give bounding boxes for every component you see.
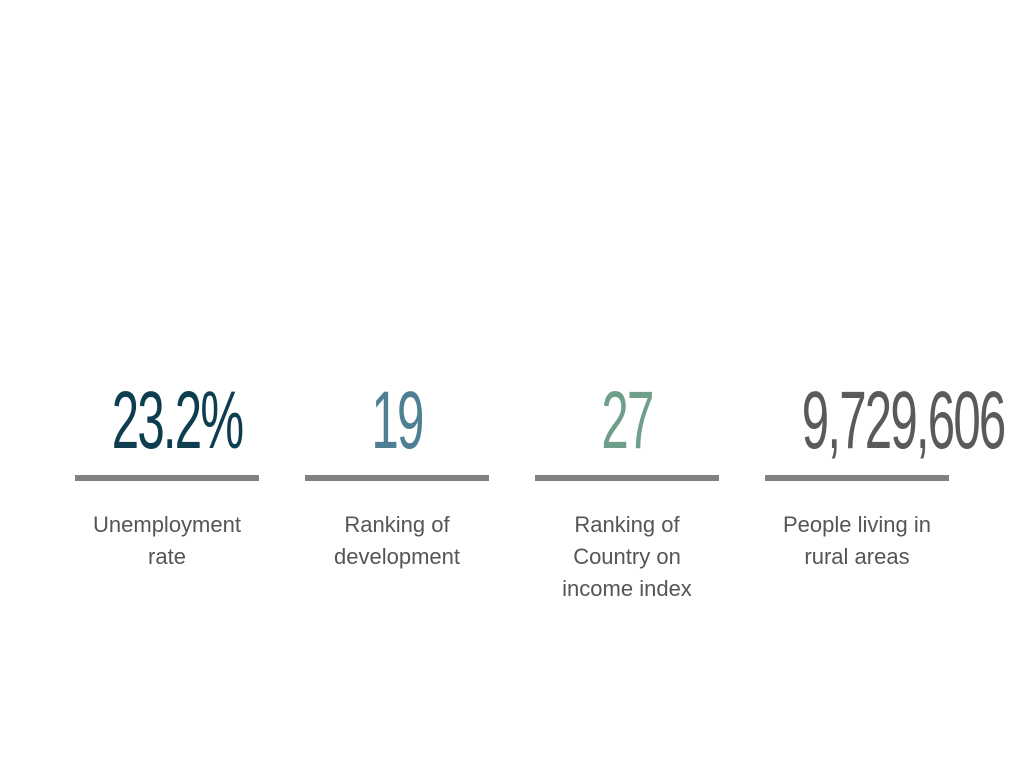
stat-divider	[765, 475, 949, 481]
stat-label: Ranking of development	[334, 512, 460, 569]
stat-value: 23.2%	[111, 375, 244, 466]
stat-divider	[305, 475, 489, 481]
stat-divider	[535, 475, 719, 481]
stat-divider	[75, 475, 259, 481]
stat-label: Ranking of Country on income index	[562, 512, 692, 601]
stat-value: 19	[371, 375, 424, 466]
stat-development-ranking: 19 Ranking of development	[305, 372, 489, 573]
stat-unemployment: 23.2% Unemployment rate	[75, 372, 259, 573]
stat-income-ranking: 27 Ranking of Country on income index	[535, 372, 719, 605]
stat-value: 9,729,606	[801, 375, 1006, 466]
stat-value: 27	[601, 375, 654, 466]
stat-label: People living in rural areas	[783, 512, 931, 569]
stat-rural-population: 9,729,606 People living in rural areas	[765, 372, 1006, 573]
stat-label: Unemployment rate	[93, 512, 241, 569]
